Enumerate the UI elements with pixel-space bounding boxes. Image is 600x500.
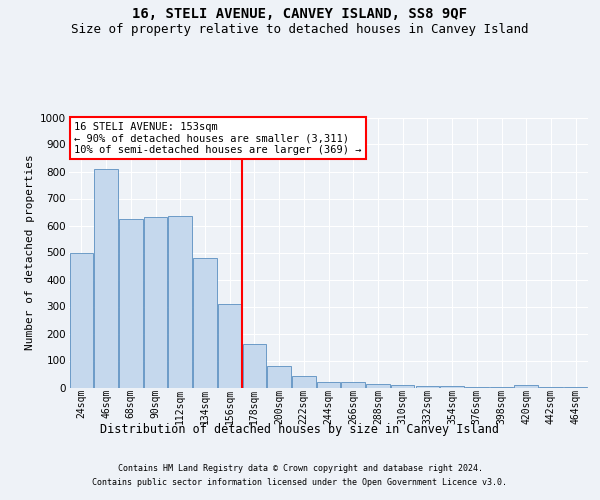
Bar (539, 387, 563, 388)
Text: Distribution of detached houses by size in Canvey Island: Distribution of detached houses by size … (101, 422, 499, 436)
Bar (341, 382, 365, 388)
Bar (242, 344, 266, 388)
Text: 16 STELI AVENUE: 153sqm
← 90% of detached houses are smaller (3,311)
10% of semi: 16 STELI AVENUE: 153sqm ← 90% of detache… (74, 122, 362, 155)
Text: 16, STELI AVENUE, CANVEY ISLAND, SS8 9QF: 16, STELI AVENUE, CANVEY ISLAND, SS8 9QF (133, 8, 467, 22)
Bar (366, 384, 389, 388)
Bar (416, 386, 439, 388)
Bar (292, 376, 316, 388)
Bar (193, 258, 217, 388)
Bar (490, 387, 513, 388)
Bar (440, 386, 464, 388)
Bar (465, 386, 488, 388)
Bar (169, 216, 192, 388)
Bar (564, 387, 587, 388)
Text: Size of property relative to detached houses in Canvey Island: Size of property relative to detached ho… (71, 22, 529, 36)
Text: Contains public sector information licensed under the Open Government Licence v3: Contains public sector information licen… (92, 478, 508, 487)
Bar (70, 252, 93, 388)
Bar (317, 382, 340, 388)
Y-axis label: Number of detached properties: Number of detached properties (25, 154, 35, 350)
Bar (119, 219, 143, 388)
Bar (391, 385, 415, 388)
Bar (144, 218, 167, 388)
Bar (514, 385, 538, 388)
Bar (94, 169, 118, 388)
Text: Contains HM Land Registry data © Crown copyright and database right 2024.: Contains HM Land Registry data © Crown c… (118, 464, 482, 473)
Bar (218, 304, 241, 388)
Bar (268, 366, 291, 388)
